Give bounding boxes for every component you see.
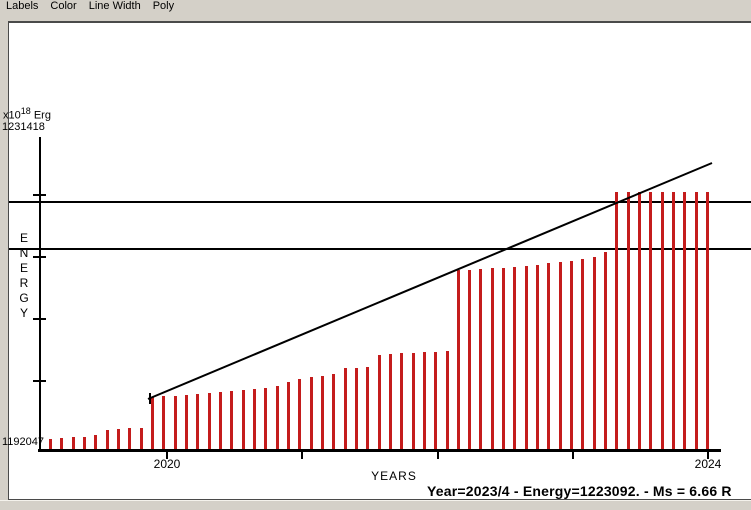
menu-bar: Labels Color Line Width Poly <box>0 0 751 21</box>
menu-item-line-width[interactable]: Line Width <box>88 0 141 12</box>
y-axis-unit-label: x1018 Erg <box>3 106 51 122</box>
y-axis-title-vertical: E N E R G Y <box>19 231 29 320</box>
menu-item-poly[interactable]: Poly <box>152 0 175 12</box>
x-tick-label-2020: 2020 <box>153 457 181 471</box>
y-axis-max-value: 1231418 <box>2 121 45 133</box>
unit-prefix: x10 <box>3 109 21 122</box>
menu-item-color[interactable]: Color <box>50 0 77 12</box>
unit-suffix: Erg <box>30 109 51 122</box>
unit-exponent: 18 <box>20 106 31 116</box>
chart-panel <box>8 21 751 500</box>
menu-item-labels[interactable]: Labels <box>6 0 39 12</box>
x-tick-label-2024: 2024 <box>694 457 722 471</box>
status-readout: Year=2023/4 - Energy=1223092. - Ms = 6.6… <box>427 483 732 499</box>
x-axis-title: YEARS <box>371 469 417 483</box>
y-axis-min-value: 1192047 <box>2 436 45 448</box>
bottom-window-edge <box>0 500 751 510</box>
